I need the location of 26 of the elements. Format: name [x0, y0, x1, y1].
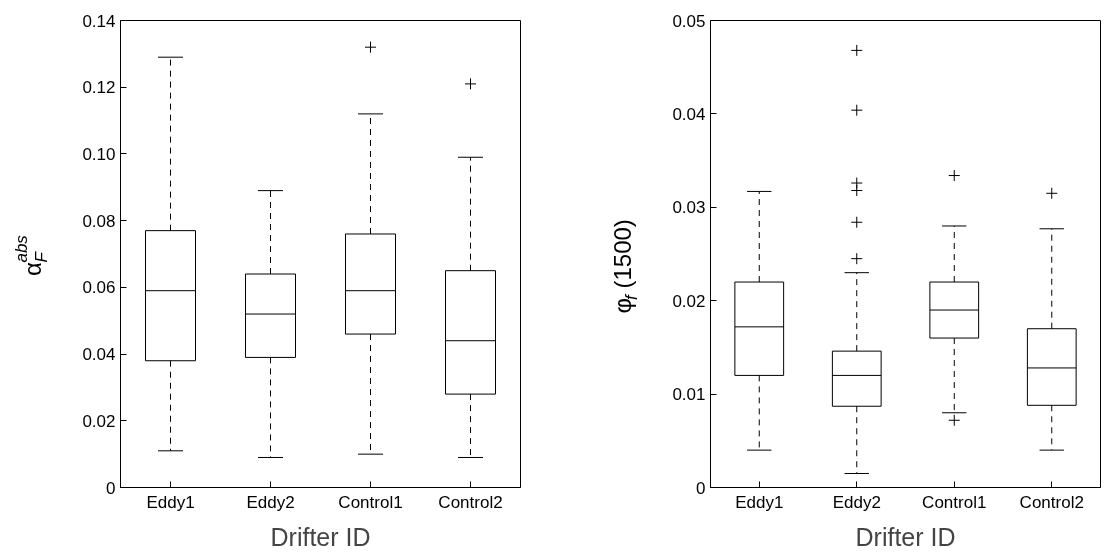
x-tick-label: Eddy1	[146, 492, 195, 512]
y-tick-label: 0.04	[82, 345, 116, 365]
y-tick-label: 0	[106, 478, 116, 498]
y-tick-label: 0.04	[672, 104, 706, 124]
x-tick-label: Control1	[338, 492, 403, 512]
y-tick-label: 0.06	[82, 278, 116, 298]
y-tick-label: 0.02	[82, 411, 116, 431]
x-tick-label: Eddy1	[735, 492, 784, 512]
y-tick-label: 0.05	[672, 11, 706, 31]
y-tick-label: 0.02	[672, 291, 706, 311]
y-tick-label: 0.08	[82, 211, 116, 231]
x-axis-title: Drifter ID	[270, 522, 371, 551]
y-tick-label: 0.03	[672, 198, 706, 218]
y-axis-title: φf (1500)	[609, 219, 641, 314]
y-tick-label: 0.12	[82, 78, 116, 98]
x-tick-label: Eddy2	[832, 492, 881, 512]
y-tick-label: 0.14	[82, 11, 116, 31]
y-tick-label: 0.01	[672, 385, 706, 405]
y-axis-title: αFabs	[12, 234, 51, 276]
x-tick-label: Eddy2	[246, 492, 295, 512]
y-tick-label: 0	[696, 478, 706, 498]
x-axis-title: Drifter ID	[855, 522, 956, 551]
x-tick-label: Control2	[1019, 492, 1084, 512]
y-tick-label: 0.10	[82, 144, 116, 164]
x-tick-label: Control1	[922, 492, 987, 512]
x-tick-label: Control2	[438, 492, 503, 512]
